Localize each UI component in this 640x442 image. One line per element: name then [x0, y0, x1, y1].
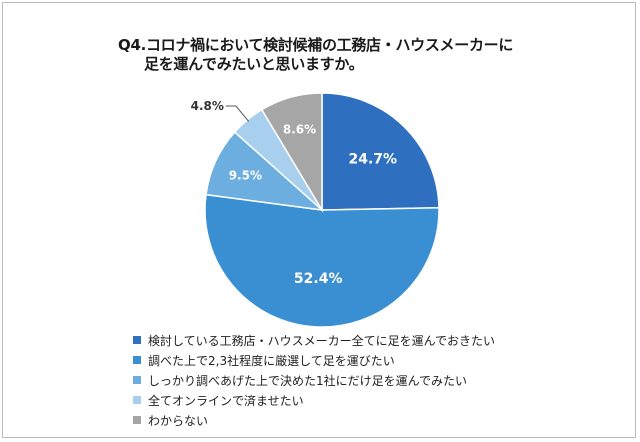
pie-data-label: 4.8% [191, 99, 224, 113]
pie-slices [204, 92, 440, 328]
chart-title-line-1: Q4.コロナ禍において検討候補の工務店・ハウスメーカーに [118, 36, 514, 54]
legend-label: 全てオンラインで済ませたい [148, 393, 304, 408]
legend-item: わからない [133, 410, 613, 430]
legend-item: 調べた上で2,3社程度に厳選して足を運びたい [133, 350, 613, 370]
legend-swatch [133, 376, 141, 384]
legend-item: 検討している工務店・ハウスメーカー全てに足を運んでおきたい [133, 330, 613, 350]
chart-title-line-2: 足を運んでみたいと思いますか。 [144, 55, 364, 73]
pie-slice [204, 193, 440, 328]
legend-swatch [133, 356, 141, 364]
legend-label: しっかり調べあげた上で決めた1社にだけ足を運んでみたい [148, 373, 468, 388]
legend-item: しっかり調べあげた上で決めた1社にだけ足を運んでみたい [133, 370, 613, 390]
pie-data-label: 24.7% [349, 152, 398, 168]
legend-swatch [133, 396, 141, 404]
leader-line [225, 105, 250, 122]
legend-label: 検討している工務店・ハウスメーカー全てに足を運んでおきたい [148, 333, 496, 348]
legend-item: 全てオンラインで済ませたい [133, 390, 613, 410]
pie-data-labels: 24.7% 52.4% 9.5% 4.8% 8.6% [191, 99, 397, 287]
pie-slice [260, 92, 323, 213]
chart-title: Q4.コロナ禍において検討候補の工務店・ハウスメーカーに 足を運んでみたいと思い… [0, 0, 640, 80]
legend-swatch [133, 416, 141, 424]
pie-slice [321, 92, 440, 211]
legend: 検討している工務店・ハウスメーカー全てに足を運んでおきたい 調べた上で2,3社程… [133, 330, 613, 430]
pie-data-label: 9.5% [229, 168, 262, 182]
pie-data-label: 52.4% [294, 271, 343, 287]
legend-swatch [133, 336, 141, 344]
legend-label: わからない [148, 413, 209, 428]
legend-label: 調べた上で2,3社程度に厳選して足を運びたい [148, 353, 395, 368]
pie-data-label: 8.6% [283, 122, 316, 136]
